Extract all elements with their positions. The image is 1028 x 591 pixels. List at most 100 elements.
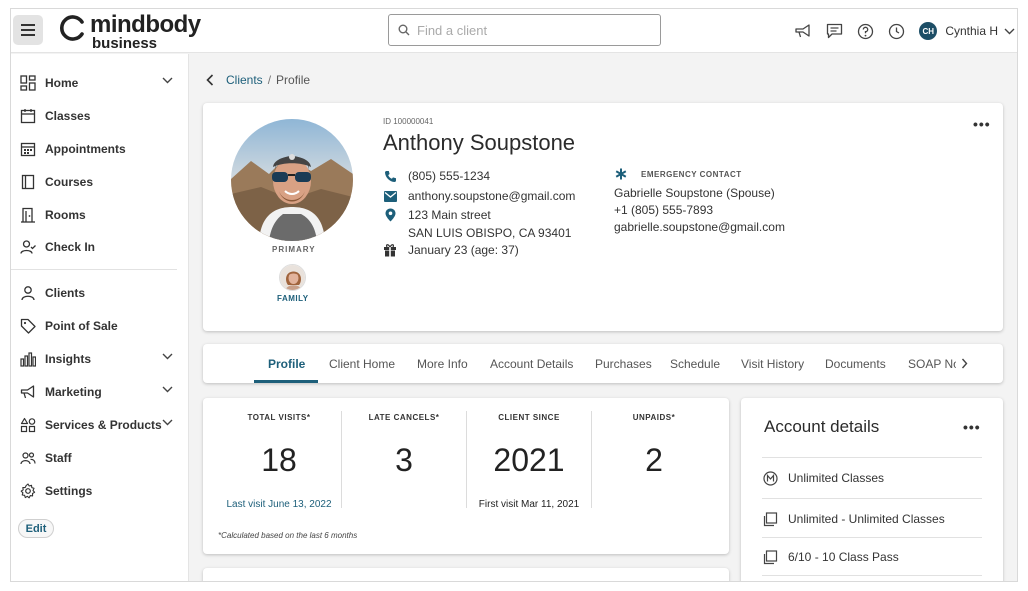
help-button[interactable] — [855, 21, 875, 41]
family-label[interactable]: FAMILY — [277, 294, 309, 303]
account-item-class-pass[interactable]: 6/10 - 10 Class Pass — [762, 549, 982, 565]
account-divider — [762, 457, 982, 458]
tab-client-home[interactable]: Client Home — [329, 356, 396, 371]
stat-divider — [341, 411, 342, 508]
account-item-unlimited-pass[interactable]: Unlimited - Unlimited Classes — [762, 511, 982, 527]
back-chevron-icon[interactable] — [206, 74, 214, 86]
book-icon — [19, 173, 37, 191]
account-more-button[interactable]: ••• — [963, 419, 981, 435]
sidebar-item-staff[interactable]: Staff — [11, 443, 189, 473]
breadcrumb-clients-link[interactable]: Clients — [226, 73, 263, 87]
edit-nav-button[interactable]: Edit — [18, 519, 54, 538]
users-icon — [19, 449, 37, 467]
stat-total-visits: TOTAL VISITS* 18 Last visit June 13, 202… — [217, 398, 341, 518]
sidebar: Home Classes Appointments Courses Rooms … — [11, 54, 189, 581]
history-button[interactable] — [886, 21, 906, 41]
tab-schedule[interactable]: Schedule — [670, 356, 721, 371]
sidebar-item-check-in[interactable]: Check In — [11, 232, 189, 262]
profile-card: PRIMARY FAMILY ID 100000041 Anthony Soup… — [203, 103, 1003, 331]
megaphone-icon — [795, 24, 810, 38]
user-menu[interactable]: CH Cynthia H — [919, 22, 1015, 40]
last-visit-link[interactable]: Last visit June 13, 2022 — [226, 499, 332, 510]
stat-divider — [591, 411, 592, 508]
menu-button[interactable] — [13, 15, 43, 45]
tab-visit-history[interactable]: Visit History — [741, 356, 805, 371]
client-email[interactable]: anthony.soupstone@gmail.com — [383, 189, 575, 203]
tab-documents[interactable]: Documents — [825, 356, 886, 371]
next-section-card — [203, 568, 729, 581]
messages-button[interactable] — [824, 21, 844, 41]
top-icons: CH Cynthia H — [793, 9, 1017, 53]
sidebar-item-label: Home — [45, 76, 79, 90]
user-check-icon — [19, 238, 37, 256]
tab-purchases[interactable]: Purchases — [595, 356, 652, 371]
client-birthday: January 23 (age: 37) — [383, 243, 519, 257]
sidebar-item-point-of-sale[interactable]: Point of Sale — [11, 311, 189, 341]
sidebar-divider — [11, 269, 177, 270]
sidebar-item-marketing[interactable]: Marketing — [11, 377, 189, 407]
client-photo[interactable] — [231, 119, 353, 241]
account-item-unlimited-classes[interactable]: Unlimited Classes — [762, 470, 982, 486]
sidebar-item-label: Check In — [45, 240, 96, 254]
sidebar-item-label: Services & Products — [45, 418, 162, 432]
account-item-label: 6/10 - 10 Class Pass — [788, 550, 899, 564]
logo-mark-icon — [60, 15, 84, 41]
emergency-contact-phone[interactable]: +1 (805) 555-7893 — [614, 203, 714, 217]
tab-account-details[interactable]: Account Details — [490, 356, 574, 371]
emergency-contact-email[interactable]: gabrielle.soupstone@gmail.com — [614, 220, 785, 234]
family-member-avatar[interactable] — [279, 264, 306, 291]
phone-icon — [383, 169, 397, 183]
primary-label: PRIMARY — [272, 245, 316, 254]
account-details-card: Account details ••• Unlimited Classes Un… — [741, 398, 1003, 581]
sidebar-item-settings[interactable]: Settings — [11, 476, 189, 506]
sidebar-item-label: Marketing — [45, 385, 102, 399]
stat-value: 2021 — [493, 442, 565, 478]
sidebar-item-courses[interactable]: Courses — [11, 167, 189, 197]
chevron-right-icon[interactable] — [961, 358, 968, 369]
top-bar: mindbody business CH Cynthia H — [11, 9, 1017, 53]
chevron-down-icon — [162, 419, 173, 426]
sidebar-item-services-products[interactable]: Services & Products — [11, 410, 189, 440]
profile-tabs: Profile Client Home More Info Account De… — [203, 344, 1003, 383]
clock-icon — [888, 23, 904, 39]
sidebar-item-clients[interactable]: Clients — [11, 278, 189, 308]
client-phone[interactable]: (805) 555-1234 — [383, 169, 490, 183]
logo-word: mindbody — [90, 11, 201, 38]
sidebar-item-label: Staff — [45, 451, 72, 465]
chevron-down-icon — [162, 386, 173, 393]
client-search[interactable] — [388, 14, 661, 46]
stat-divider — [466, 411, 467, 508]
search-icon — [398, 24, 410, 36]
announcements-button[interactable] — [793, 21, 813, 41]
account-item-label: Unlimited - Unlimited Classes — [788, 512, 945, 526]
sidebar-item-insights[interactable]: Insights — [11, 344, 189, 374]
sidebar-item-home[interactable]: Home — [11, 68, 189, 98]
tab-more-info[interactable]: More Info — [417, 356, 468, 371]
active-tab-indicator — [254, 380, 318, 383]
chat-icon — [826, 23, 842, 39]
tab-soap-notes[interactable]: SOAP No — [908, 356, 956, 371]
pass-icon — [762, 511, 778, 527]
sidebar-item-label: Classes — [45, 109, 91, 123]
profile-more-button[interactable]: ••• — [973, 116, 991, 132]
stat-value: 2 — [645, 442, 663, 478]
stat-late-cancels: LATE CANCELS* 3 — [342, 398, 466, 518]
sidebar-item-rooms[interactable]: Rooms — [11, 200, 189, 230]
search-input[interactable] — [417, 22, 637, 38]
app-frame: mindbody business CH Cynthia H — [10, 8, 1018, 582]
membership-icon — [762, 470, 778, 486]
client-birthday-text: January 23 (age: 37) — [408, 243, 519, 257]
stat-label: TOTAL VISITS* — [247, 413, 311, 422]
tag-icon — [19, 317, 37, 335]
sidebar-item-label: Rooms — [45, 208, 86, 222]
calendar-icon — [19, 107, 37, 125]
home-grid-icon — [19, 74, 37, 92]
tab-profile[interactable]: Profile — [268, 356, 306, 371]
client-id: ID 100000041 — [383, 117, 434, 126]
gear-icon — [19, 482, 37, 500]
account-item-label: Unlimited Classes — [788, 471, 885, 485]
location-pin-icon — [383, 208, 397, 222]
sidebar-item-appointments[interactable]: Appointments — [11, 134, 189, 164]
shapes-icon — [19, 416, 37, 434]
sidebar-item-classes[interactable]: Classes — [11, 101, 189, 131]
